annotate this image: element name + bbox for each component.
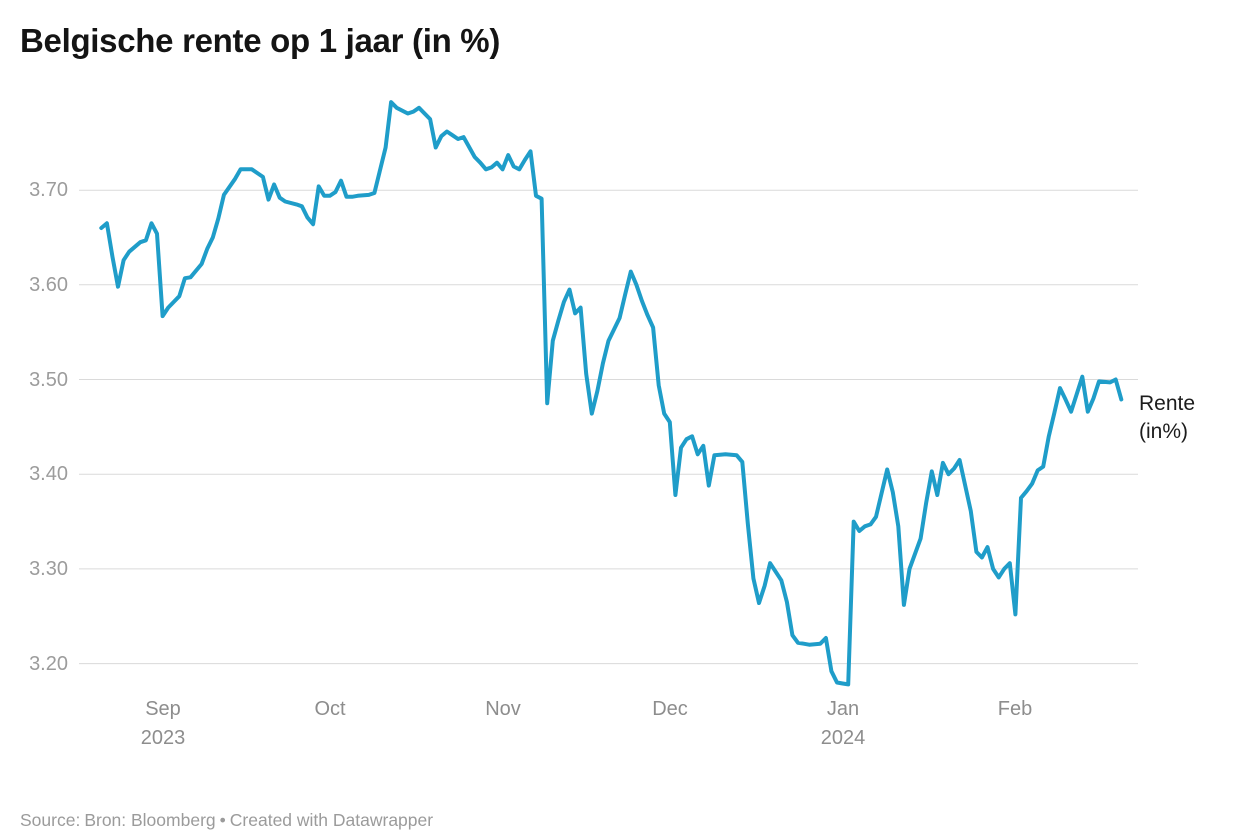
datawrapper-credit-link[interactable]: Created with Datawrapper xyxy=(229,809,434,830)
footer: Source: Bron: Bloomberg • Created with Data… xyxy=(20,810,433,831)
footer-separator: • xyxy=(219,809,226,830)
y-axis-label: 3.50 xyxy=(29,368,68,391)
y-axis-label: 3.60 xyxy=(29,273,68,296)
y-axis-label: 3.40 xyxy=(29,463,68,486)
x-axis-label: Dec xyxy=(600,695,740,724)
rente-line[interactable] xyxy=(99,100,1124,687)
y-axis-label: 3.70 xyxy=(29,179,68,202)
series-label-line2: (in%) xyxy=(1139,420,1189,443)
series-label: Rente (in%) xyxy=(1139,390,1195,446)
x-axis-year: 2023 xyxy=(140,727,186,749)
series-label-line1: Rente xyxy=(1139,392,1196,415)
x-axis-month: Sep xyxy=(145,698,181,720)
x-axis-label: Nov xyxy=(433,695,573,724)
x-axis-label: Oct xyxy=(260,695,400,724)
x-axis-month: Nov xyxy=(485,698,521,720)
x-axis-label: Jan 2024 xyxy=(773,695,913,753)
source-name: Bron: Bloomberg xyxy=(84,809,216,830)
page-title: Belgische rente op 1 jaar (in %) xyxy=(20,22,501,59)
x-axis-month: Dec xyxy=(652,698,688,720)
source-label: Source: xyxy=(20,809,81,830)
y-axis-label: 3.20 xyxy=(29,652,68,675)
x-axis-month: Jan xyxy=(826,698,860,720)
x-axis-month: Oct xyxy=(314,698,346,720)
x-axis-label: Sep 2023 xyxy=(93,695,233,753)
y-axis-label: 3.30 xyxy=(29,557,68,580)
x-axis-label: Feb xyxy=(945,695,1085,724)
x-axis-month: Feb xyxy=(997,698,1033,720)
x-axis-year: 2024 xyxy=(820,727,866,749)
